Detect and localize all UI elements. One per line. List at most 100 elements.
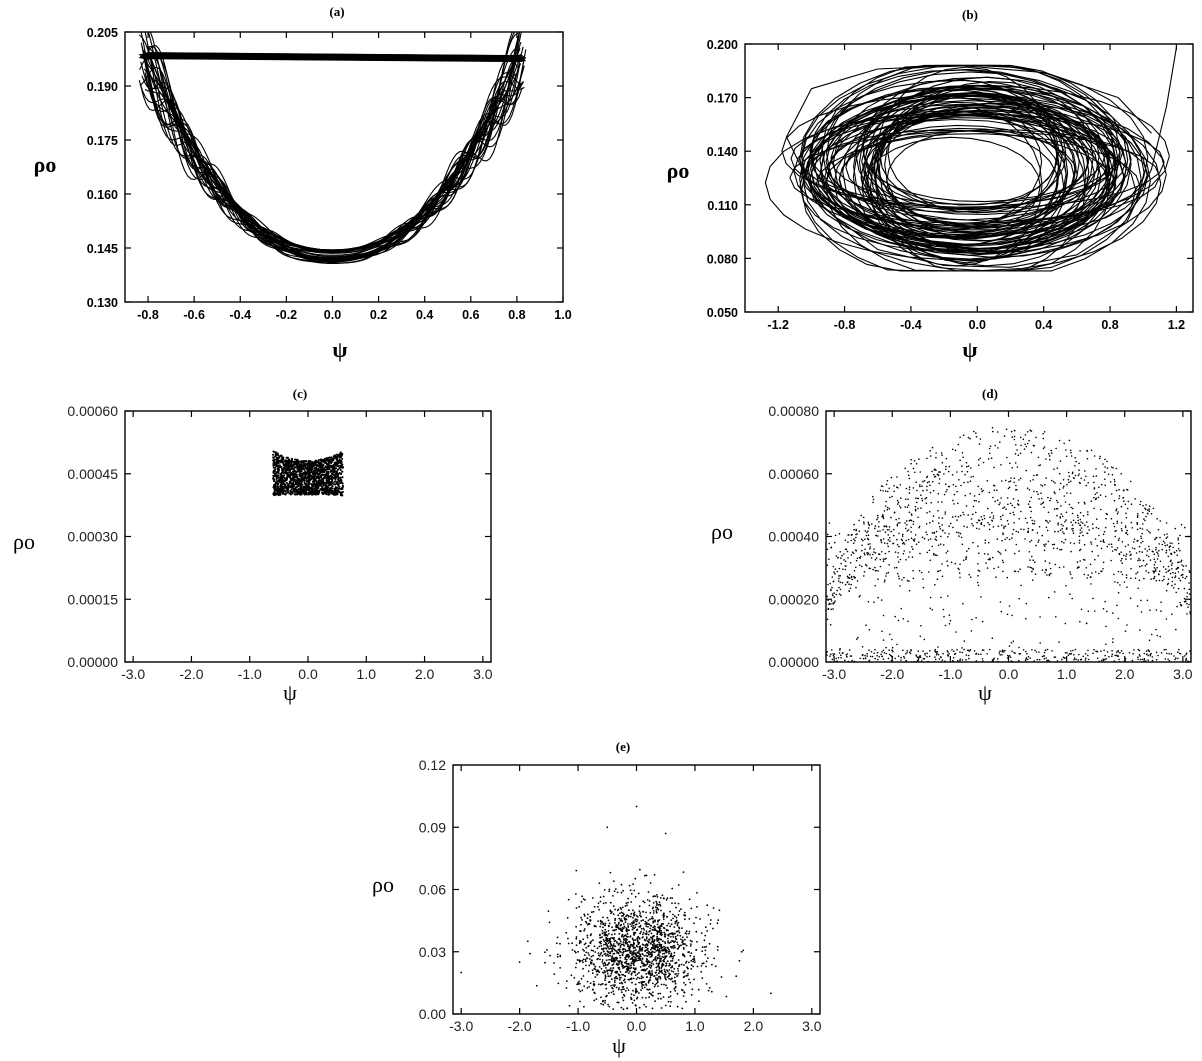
point-e bbox=[656, 923, 659, 926]
point-d bbox=[1116, 522, 1118, 524]
point-d bbox=[976, 521, 978, 524]
point-d bbox=[865, 564, 868, 567]
point-d bbox=[926, 533, 928, 536]
point-c bbox=[332, 476, 335, 479]
point-e bbox=[692, 965, 694, 968]
point-d bbox=[910, 519, 913, 522]
point-e bbox=[670, 1001, 672, 1003]
point-d bbox=[914, 505, 917, 508]
point-e bbox=[688, 918, 691, 920]
point-e bbox=[690, 952, 693, 955]
point-d bbox=[1013, 435, 1016, 438]
point-d bbox=[993, 484, 995, 487]
point-d bbox=[924, 652, 926, 655]
point-d bbox=[888, 529, 890, 531]
point-d bbox=[1015, 484, 1017, 487]
point-d bbox=[1052, 547, 1055, 550]
point-d bbox=[1028, 439, 1030, 442]
point-d bbox=[1030, 539, 1033, 542]
point-d bbox=[869, 547, 871, 550]
point-d bbox=[1116, 520, 1119, 523]
point-e bbox=[621, 906, 624, 909]
point-e bbox=[645, 972, 648, 975]
point-d bbox=[1114, 484, 1116, 487]
point-e bbox=[612, 948, 614, 950]
point-d bbox=[1095, 468, 1097, 470]
point-d bbox=[991, 519, 993, 522]
point-d bbox=[1148, 548, 1151, 551]
point-e bbox=[621, 986, 624, 988]
point-e bbox=[616, 1001, 619, 1004]
point-d bbox=[963, 525, 965, 528]
point-d bbox=[887, 534, 889, 536]
point-d bbox=[936, 554, 938, 557]
point-d bbox=[1159, 536, 1161, 539]
point-d bbox=[977, 584, 980, 587]
point-c bbox=[337, 487, 340, 491]
point-c bbox=[306, 487, 309, 490]
point-d bbox=[965, 654, 968, 656]
point-d bbox=[980, 516, 983, 518]
point-e bbox=[614, 949, 617, 952]
point-d bbox=[1078, 539, 1081, 542]
point-d bbox=[854, 576, 856, 579]
point-d bbox=[1090, 500, 1093, 503]
point-c bbox=[331, 472, 334, 475]
point-e bbox=[619, 944, 622, 947]
point-d bbox=[1080, 477, 1082, 480]
point-c bbox=[276, 460, 279, 463]
point-c bbox=[311, 490, 314, 493]
point-e bbox=[716, 922, 719, 925]
point-e bbox=[643, 929, 645, 931]
point-e bbox=[660, 938, 663, 941]
point-d bbox=[1160, 601, 1162, 603]
point-d bbox=[907, 498, 909, 501]
point-d bbox=[1066, 527, 1068, 529]
point-e bbox=[665, 962, 668, 965]
point-c bbox=[295, 476, 298, 479]
point-e bbox=[604, 999, 606, 1002]
point-d bbox=[1038, 658, 1041, 661]
point-d bbox=[952, 499, 954, 502]
point-d bbox=[904, 527, 907, 530]
point-d bbox=[1116, 547, 1119, 549]
y-tick-label-c: 0.00000 bbox=[67, 654, 118, 670]
point-d bbox=[993, 657, 995, 660]
point-d bbox=[1030, 567, 1033, 569]
point-d bbox=[941, 461, 944, 464]
point-d bbox=[830, 603, 832, 605]
point-d bbox=[1144, 565, 1147, 567]
point-e bbox=[668, 977, 670, 980]
point-e bbox=[614, 921, 616, 924]
point-e bbox=[583, 943, 586, 946]
point-d bbox=[1171, 568, 1173, 570]
point-d bbox=[1165, 571, 1167, 574]
point-d bbox=[984, 542, 987, 544]
point-d bbox=[1072, 527, 1074, 530]
point-d bbox=[1150, 633, 1153, 636]
point-e bbox=[666, 960, 669, 963]
point-c bbox=[282, 456, 285, 459]
point-d bbox=[933, 554, 935, 556]
trajectory-a bbox=[142, 49, 523, 253]
point-c bbox=[337, 475, 340, 478]
point-d bbox=[1145, 504, 1147, 506]
point-c bbox=[335, 482, 338, 485]
point-d bbox=[868, 649, 870, 651]
point-d bbox=[885, 652, 888, 655]
point-d bbox=[1163, 534, 1166, 536]
point-d bbox=[1147, 649, 1149, 651]
point-d bbox=[933, 531, 936, 534]
point-d bbox=[1030, 510, 1032, 513]
point-d bbox=[1121, 562, 1123, 564]
point-e bbox=[633, 949, 635, 952]
point-d bbox=[912, 467, 915, 470]
point-d bbox=[1156, 536, 1158, 539]
point-d bbox=[1082, 522, 1084, 524]
point-e bbox=[604, 964, 607, 967]
point-c bbox=[297, 459, 300, 462]
point-d bbox=[874, 585, 876, 587]
point-e bbox=[661, 953, 664, 955]
point-c bbox=[339, 464, 342, 467]
point-e bbox=[668, 969, 671, 971]
